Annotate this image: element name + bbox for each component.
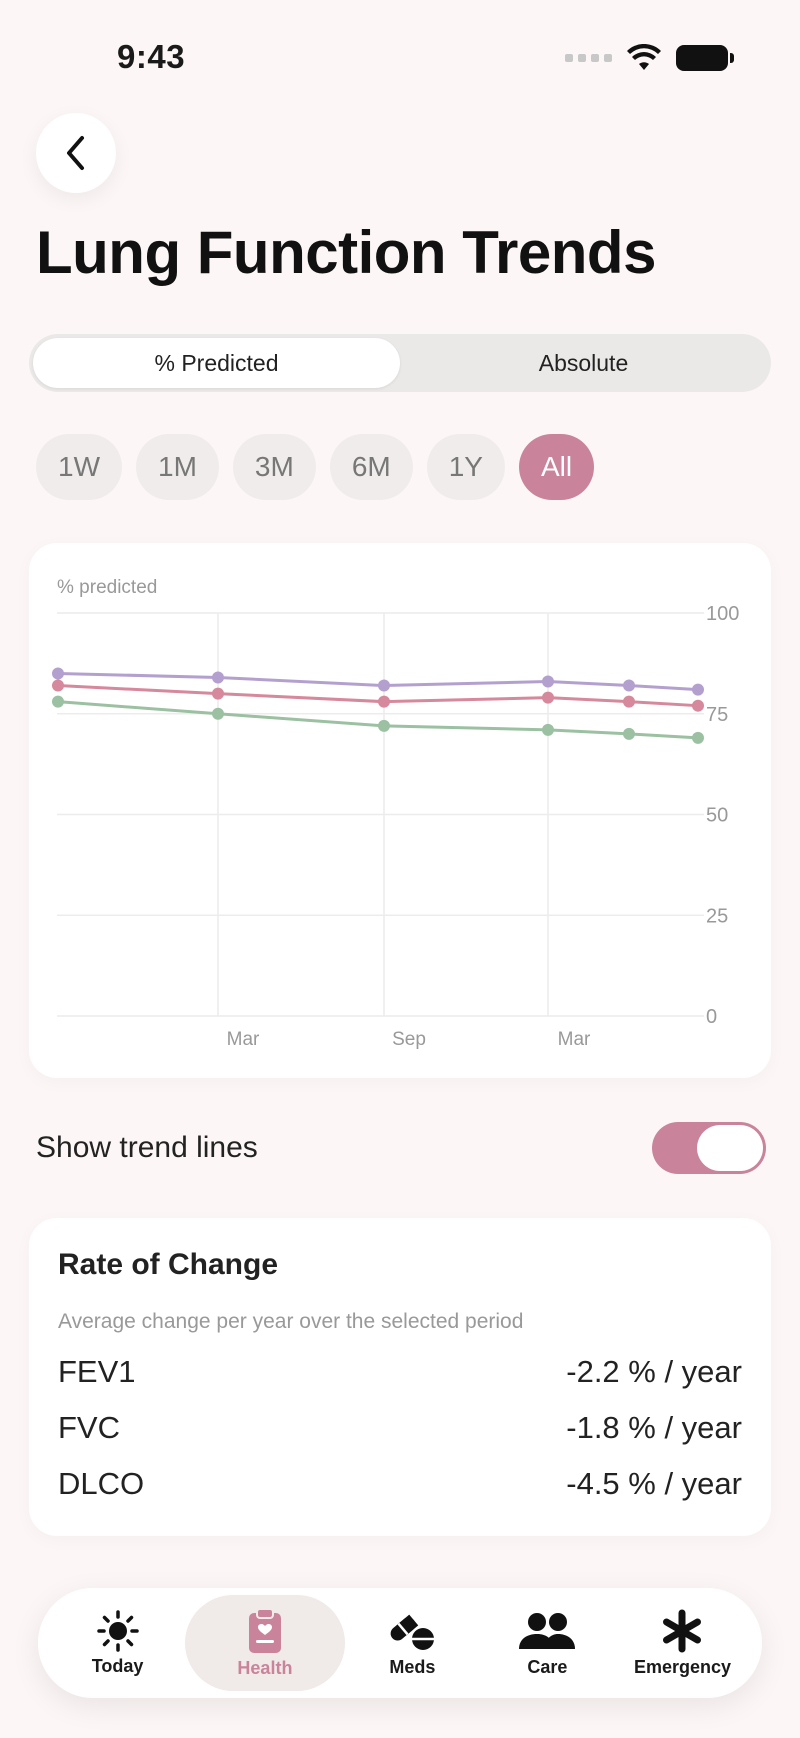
roc-name: FVC [58,1410,120,1445]
data-point [212,671,224,684]
segment-absolute[interactable]: Absolute [538,349,629,376]
toggle-knob [697,1125,763,1171]
roc-row-fev1: FEV1 -2.2 % / year [58,1354,742,1390]
y-tick-label: 0 [706,1006,717,1028]
chevron-left-icon [67,136,84,170]
trend-lines-label: Show trend lines [36,1131,258,1164]
rate-of-change-title: Rate of Change [58,1248,279,1281]
data-point [692,683,704,696]
data-point [52,679,64,692]
time-range-selector: 1W 1M 3M 6M 1Y All [36,434,595,500]
data-point [623,695,635,708]
tab-label: Health [237,1657,293,1678]
back-button[interactable] [36,113,116,193]
data-point [542,723,554,736]
x-tick-label: Sep [392,1029,426,1050]
signal-icon [565,54,612,62]
series-line [57,671,699,692]
clipboard-heart-icon [248,1607,281,1653]
status-time: 9:43 [117,38,186,75]
tab-today[interactable]: Today [50,1595,185,1691]
data-point [378,719,390,732]
y-tick-label: 75 [706,704,728,726]
tab-label: Today [91,1655,144,1676]
tab-meds[interactable]: Meds [345,1595,480,1691]
metric-segmented-control: % Predicted Absolute [29,334,771,392]
series-line [57,700,699,740]
roc-name: FEV1 [58,1354,136,1389]
tab-care[interactable]: Care [480,1595,615,1691]
tab-label: Emergency [633,1656,732,1677]
range-3m[interactable]: 3M [232,434,316,500]
tab-health[interactable]: Health [185,1595,345,1691]
page-title: Lung Function Trends [36,219,656,286]
tab-emergency[interactable]: Emergency [615,1595,750,1691]
roc-row-dlco: DLCO -4.5 % / year [58,1466,742,1502]
series-line [57,684,699,708]
data-point [623,727,635,740]
rate-of-change-subtitle: Average change per year over the selecte… [58,1310,524,1333]
segment-percent-predicted[interactable]: % Predicted [33,338,400,388]
asterisk-icon [663,1609,702,1652]
data-point [542,675,554,688]
bottom-tab-bar: Today Health Meds Care [38,1588,762,1698]
sun-icon [96,1609,139,1652]
data-point [623,679,635,692]
x-tick-label: Mar [558,1029,591,1050]
y-axis-label: % predicted [57,577,157,598]
data-point [378,695,390,708]
roc-value: -2.2 % / year [566,1354,742,1389]
range-6m[interactable]: 6M [329,434,413,500]
data-point [52,667,64,680]
data-point [542,691,554,704]
roc-value: -1.8 % / year [566,1410,742,1445]
x-tick-label: Mar [227,1029,260,1050]
pills-icon [390,1614,435,1650]
roc-value: -4.5 % / year [566,1466,742,1501]
roc-row-fvc: FVC -1.8 % / year [58,1410,742,1446]
range-all[interactable]: All [518,434,595,500]
rate-of-change-card: Rate of Change Average change per year o… [29,1218,771,1536]
trend-lines-toggle[interactable] [652,1122,766,1174]
tab-label: Meds [389,1656,436,1677]
tab-label: Care [527,1656,568,1677]
data-point [692,731,704,744]
wifi-icon [627,44,661,70]
y-tick-label: 50 [706,805,728,827]
people-icon [519,1612,576,1649]
trend-lines-row: Show trend lines [36,1118,766,1178]
y-tick-label: 25 [706,905,728,927]
trend-chart-card: % predicted 0 25 50 75 100 Mar Sep Mar [29,543,771,1078]
range-1m[interactable]: 1M [136,434,219,500]
range-1w[interactable]: 1W [36,434,122,500]
status-bar: 9:43 [0,0,800,110]
roc-name: DLCO [58,1466,145,1501]
data-point [52,695,64,708]
y-tick-label: 100 [706,603,739,625]
data-point [212,707,224,720]
status-icons [565,44,734,72]
range-1y[interactable]: 1Y [426,434,505,500]
trend-chart: % predicted 0 25 50 75 100 Mar Sep Mar [52,577,739,1050]
battery-icon [676,45,734,71]
data-point [212,687,224,700]
data-point [692,699,704,712]
data-point [378,679,390,692]
